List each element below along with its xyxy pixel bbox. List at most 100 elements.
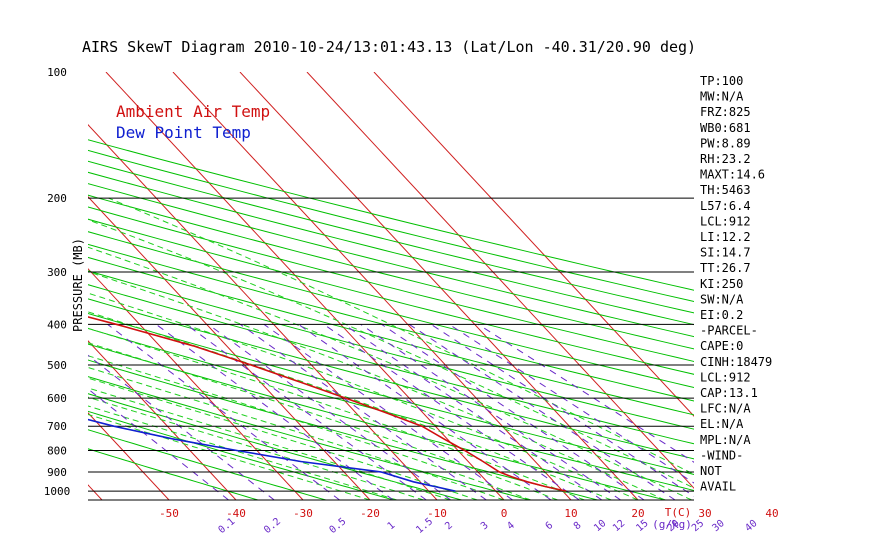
dry-adiabat-line [88, 218, 694, 375]
dry-adiabat-line [88, 256, 694, 416]
dry-adiabat-line [88, 429, 327, 500]
mixing-ratio-line [448, 323, 694, 484]
dry-adiabat-line [88, 206, 694, 362]
bottom-temperature-tick: 0 [501, 507, 508, 520]
legend-dew-point-temp: Dew Point Temp [116, 123, 251, 142]
mixing-ratio-line [343, 323, 603, 500]
bottom-temperature-tick: -20 [360, 507, 380, 520]
pressure-tick-label: 800 [47, 445, 67, 458]
mixing-ratio-line [185, 323, 427, 500]
dry-adiabat-line [88, 284, 694, 445]
bottom-temperature-tick: -30 [293, 507, 313, 520]
bottom-temperature-tick: 20 [631, 507, 644, 520]
moist-adiabat-line [88, 405, 397, 500]
isotherm-line [88, 340, 237, 500]
mixing-ratio-tick: 25 [690, 518, 706, 534]
pressure-tick-label: 700 [47, 420, 67, 433]
moist-adiabat-line [88, 342, 558, 500]
stability-index: LCL:912 [700, 214, 751, 228]
pressure-tick-label: 200 [47, 192, 67, 205]
stability-index: SI:14.7 [700, 246, 751, 260]
pressure-tick-label: 300 [47, 266, 67, 279]
moist-adiabat-line [108, 197, 694, 475]
dry-adiabat-line [88, 243, 694, 402]
stability-index: FRZ:825 [700, 105, 751, 119]
stability-index: MAXT:14.6 [700, 168, 765, 182]
moist-adiabat-line [88, 413, 371, 500]
isotherm-line [373, 72, 694, 417]
isotherm-line [88, 196, 371, 500]
isotherm-line [0, 72, 35, 500]
mixing-ratio-line [408, 323, 676, 500]
pressure-axis: 100 200 300 400 500 600 700 800 900 1000 [44, 66, 71, 498]
dry-adiabat-line [88, 359, 598, 500]
stability-index: LI:12.2 [700, 230, 751, 244]
stability-index: MPL:N/A [700, 433, 751, 447]
moist-adiabat-line [88, 377, 478, 500]
moist-adiabat-line [88, 387, 451, 500]
mixing-ratio-line [88, 388, 229, 500]
stability-index: TT:26.7 [700, 261, 751, 275]
stability-index: -WIND- [700, 448, 743, 462]
stability-index: PW:8.89 [700, 136, 751, 150]
mixing-ratio-tick: 8 [572, 520, 584, 532]
temperature-unit-label: T(C) [665, 506, 692, 519]
dry-adiabat-line [88, 448, 259, 500]
profiles [88, 316, 567, 492]
chart-title: AIRS SkewT Diagram 2010-10-24/13:01:43.1… [82, 38, 696, 56]
bottom-temperature-tick: 40 [765, 507, 778, 520]
stability-index: LFC:N/A [700, 402, 751, 416]
legend-ambient-air-temp: Ambient Air Temp [116, 102, 270, 121]
stability-index: NOT [700, 464, 722, 478]
stability-index: LCL:912 [700, 370, 751, 384]
mixing-ratio-tick: 0.2 [262, 516, 283, 536]
isotherm-line [105, 72, 505, 500]
bottom-temperature-tick: -10 [427, 507, 447, 520]
stability-index: CAPE:0 [700, 339, 743, 353]
pressure-tick-label: 400 [47, 318, 67, 331]
stability-index: WB0:681 [700, 121, 751, 135]
mixing-ratio-unit-label: (g/kg) [652, 518, 692, 531]
mixing-ratio-tick: 6 [544, 520, 556, 532]
mixing-ratio-line [88, 354, 275, 500]
stability-index: KI:250 [700, 277, 743, 291]
stability-index: TH:5463 [700, 183, 751, 197]
dry-adiabat-line [88, 171, 694, 326]
pressure-tick-label: 100 [47, 66, 67, 79]
isotherm-line [88, 412, 170, 500]
stability-index: CAP:13.1 [700, 386, 758, 400]
temperature-line [88, 316, 567, 492]
dry-adiabat-line [88, 160, 694, 314]
dry-adiabat-line [88, 270, 694, 430]
mixing-ratio-line [155, 323, 394, 500]
dry-adiabat-line [88, 298, 694, 460]
mixing-ratio-tick: 1 [386, 520, 398, 532]
mixing-ratio-tick: 0.5 [328, 516, 349, 536]
dry-adiabat-line [88, 139, 694, 291]
stability-index: MW:N/A [700, 90, 744, 104]
stability-index: RH:23.2 [700, 152, 751, 166]
stability-index: CINH:18479 [700, 355, 772, 369]
moist-adiabat-line [88, 366, 505, 500]
moist-adiabat-line [88, 396, 424, 500]
mixing-ratio-tick: 12 [611, 518, 627, 534]
isotherm-line [306, 72, 694, 489]
isotherm-line [88, 268, 304, 500]
pressure-tick-label: 600 [47, 392, 67, 405]
pressure-tick-label: 500 [47, 359, 67, 372]
dry-adiabat-line [88, 312, 694, 475]
moist-adiabat-line [88, 219, 694, 489]
dry-adiabat-line [88, 194, 694, 350]
moist-adiabat-line [88, 246, 692, 500]
mixing-ratio-line [207, 323, 451, 500]
mixing-ratio-tick: 4 [505, 520, 517, 532]
mixing-ratio-line [430, 323, 694, 497]
pressure-lines [88, 197, 694, 501]
stability-index: SW:N/A [700, 292, 744, 306]
stability-index: AVAIL [700, 480, 736, 494]
mixing-ratio-tick: 40 [743, 518, 759, 534]
stability-index: EL:N/A [700, 417, 744, 431]
y-axis-label: PRESSURE (MB) [71, 238, 85, 332]
